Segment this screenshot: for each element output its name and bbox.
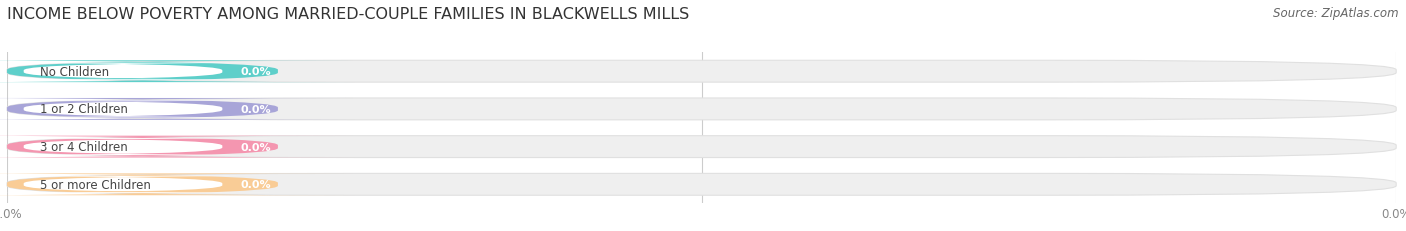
Text: 5 or more Children: 5 or more Children bbox=[41, 178, 152, 191]
FancyBboxPatch shape bbox=[0, 136, 354, 158]
FancyBboxPatch shape bbox=[7, 99, 1396, 120]
Text: 3 or 4 Children: 3 or 4 Children bbox=[41, 140, 128, 153]
Text: No Children: No Children bbox=[41, 65, 110, 78]
Text: 1 or 2 Children: 1 or 2 Children bbox=[41, 103, 128, 116]
Text: 0.0%: 0.0% bbox=[240, 104, 271, 114]
FancyBboxPatch shape bbox=[0, 61, 354, 83]
FancyBboxPatch shape bbox=[0, 101, 301, 118]
FancyBboxPatch shape bbox=[7, 136, 1396, 158]
Text: 0.0%: 0.0% bbox=[240, 179, 271, 189]
Text: 0.0%: 0.0% bbox=[240, 67, 271, 77]
Text: INCOME BELOW POVERTY AMONG MARRIED-COUPLE FAMILIES IN BLACKWELLS MILLS: INCOME BELOW POVERTY AMONG MARRIED-COUPL… bbox=[7, 7, 689, 22]
Text: Source: ZipAtlas.com: Source: ZipAtlas.com bbox=[1274, 7, 1399, 20]
FancyBboxPatch shape bbox=[7, 174, 1396, 195]
FancyBboxPatch shape bbox=[0, 63, 301, 80]
FancyBboxPatch shape bbox=[0, 176, 301, 193]
FancyBboxPatch shape bbox=[0, 138, 301, 155]
FancyBboxPatch shape bbox=[0, 99, 354, 120]
FancyBboxPatch shape bbox=[7, 61, 1396, 83]
FancyBboxPatch shape bbox=[0, 174, 354, 195]
Text: 0.0%: 0.0% bbox=[240, 142, 271, 152]
